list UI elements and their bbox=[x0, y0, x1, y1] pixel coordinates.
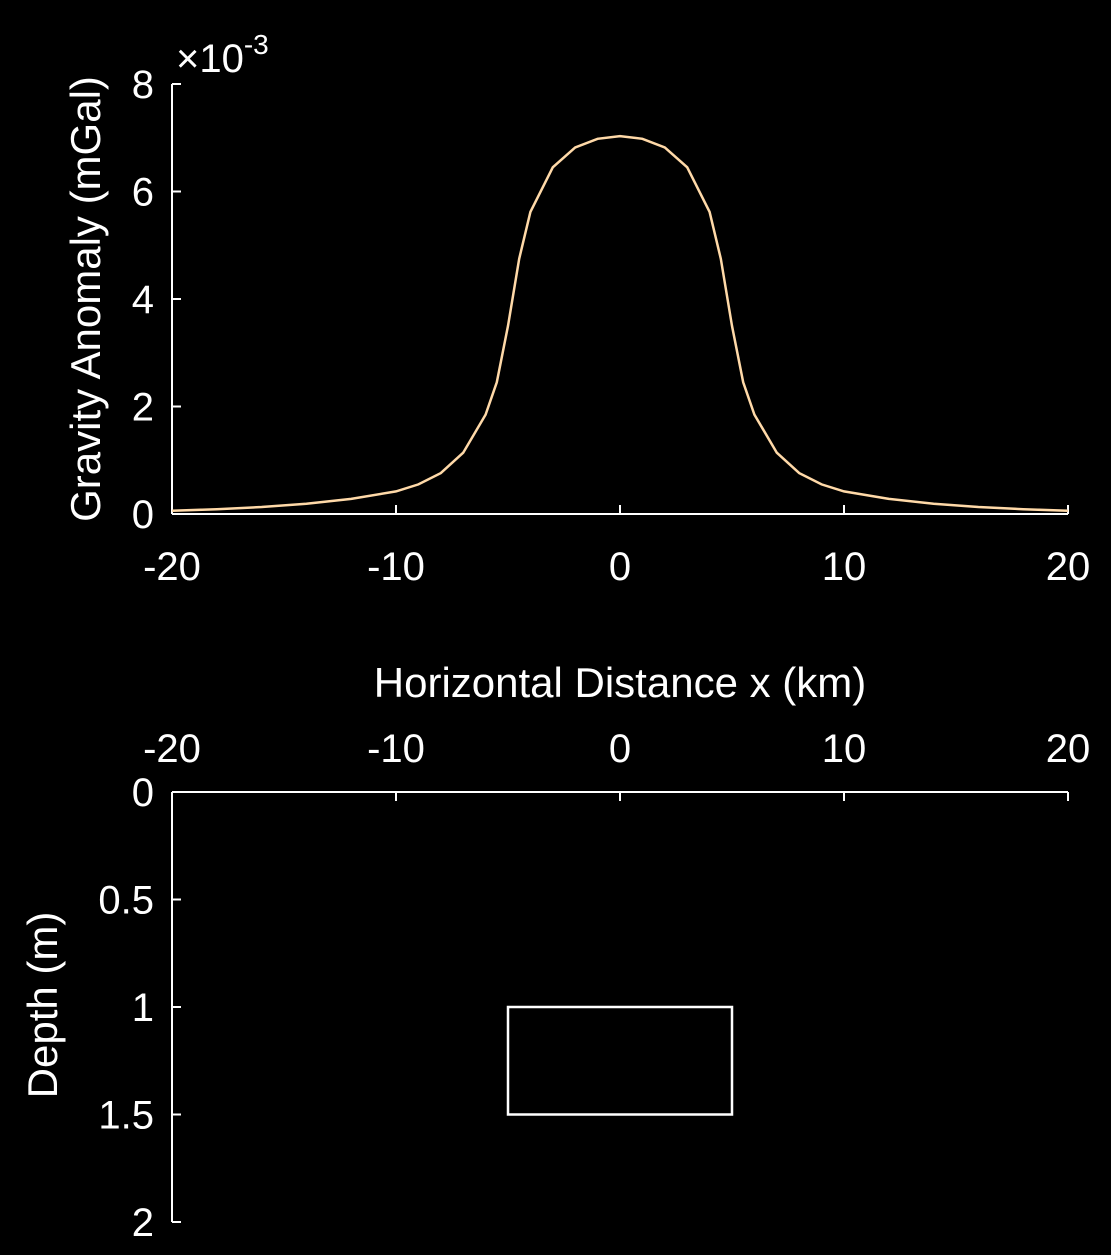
gravity-y-tick-label: 0 bbox=[132, 493, 154, 537]
model-y-ticks: 0 0.5 1 1.5 2 bbox=[98, 771, 181, 1245]
model-y-tick-label: 0.5 bbox=[98, 879, 154, 923]
gravity-y-axis-label: Gravity Anomaly (mGal) bbox=[62, 76, 109, 522]
density-model-plot: Horizontal Distance x (km) -20 -10 0 10 20 0… bbox=[19, 659, 1090, 1245]
buried-prism bbox=[506, 1005, 734, 1116]
x-axis-label: Horizontal Distance x (km) bbox=[374, 659, 866, 706]
model-x-tick-label: -10 bbox=[367, 727, 425, 771]
model-x-tick-label: 0 bbox=[609, 727, 631, 771]
model-y-tick-label: 1.5 bbox=[98, 1094, 154, 1138]
gravity-x-ticks: -20 -10 0 10 20 bbox=[143, 505, 1090, 589]
gravity-anomaly-line bbox=[171, 134, 1069, 513]
depth-y-axis-label: Depth (m) bbox=[19, 912, 66, 1099]
model-x-tick-label: -20 bbox=[143, 727, 201, 771]
gravity-y-tick-label: 6 bbox=[132, 171, 154, 215]
gravity-y-ticks: 0 2 4 6 8 bbox=[132, 63, 181, 537]
gravity-y-tick-label: 2 bbox=[132, 386, 154, 430]
gravity-x-tick-label: 0 bbox=[609, 545, 631, 589]
gravity-y-tick-label: 8 bbox=[132, 63, 154, 107]
gravity-x-tick-label: -10 bbox=[367, 545, 425, 589]
gravity-x-tick-label: 10 bbox=[822, 545, 867, 589]
gravity-x-tick-label: 20 bbox=[1046, 545, 1091, 589]
gravity-plot-axes bbox=[171, 84, 1068, 515]
model-y-tick-label: 1 bbox=[132, 986, 154, 1030]
model-x-tick-label: 20 bbox=[1046, 727, 1091, 771]
gravity-anomaly-plot: -20 -10 0 10 20 0 2 4 6 8 ×10-3 Gravity Anomaly … bbox=[62, 29, 1090, 589]
model-x-tick-label: 10 bbox=[822, 727, 867, 771]
gravity-x-tick-label: -20 bbox=[143, 545, 201, 589]
model-x-ticks: -20 -10 0 10 20 bbox=[143, 727, 1090, 801]
y-exponent-label: ×10-3 bbox=[176, 29, 269, 81]
model-y-tick-label: 2 bbox=[132, 1201, 154, 1245]
model-y-tick-label: 0 bbox=[132, 771, 154, 815]
gravity-y-tick-label: 4 bbox=[132, 278, 154, 322]
